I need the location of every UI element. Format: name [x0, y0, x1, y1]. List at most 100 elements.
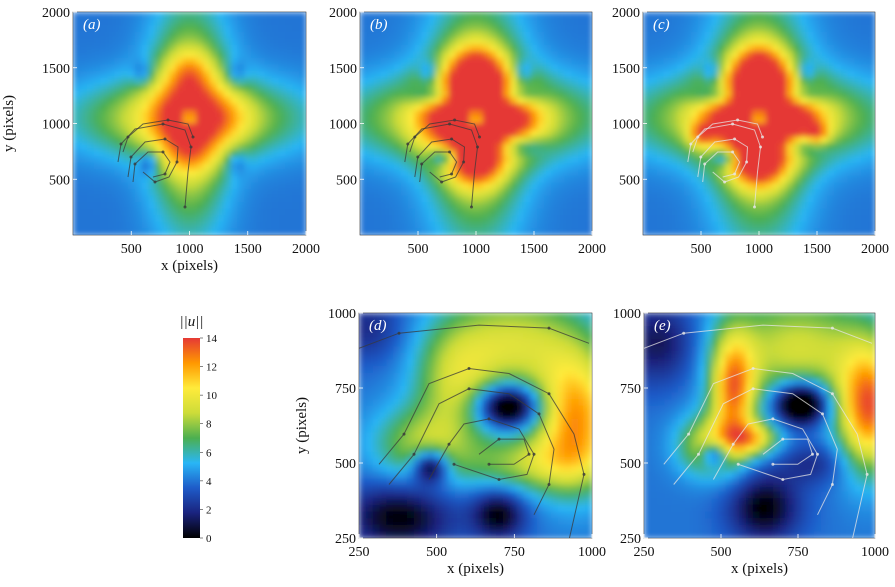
heatmap-cell: [461, 478, 470, 486]
heatmap-cell: [799, 77, 808, 85]
heatmap-cell: [503, 64, 511, 72]
heatmap-cell: [394, 162, 402, 171]
heatmap-cell: [216, 110, 225, 118]
heatmap-cell: [793, 189, 801, 197]
heatmap-cell: [366, 25, 375, 33]
heatmap-cell: [127, 221, 136, 230]
heatmap-cell: [141, 156, 149, 164]
heatmap-cell: [664, 313, 672, 321]
heatmap-cell: [489, 511, 497, 519]
heatmap-cell: [387, 182, 395, 190]
heatmap-cell: [502, 518, 511, 526]
heatmap-cell: [120, 57, 129, 66]
heatmap-cell: [162, 208, 170, 216]
heatmap-cell: [786, 97, 794, 105]
heatmap-cell: [230, 182, 239, 190]
heatmap-cell: [359, 332, 367, 341]
heatmap-cell: [537, 175, 545, 184]
heatmap-cell: [230, 116, 239, 125]
heatmap-cell: [168, 130, 177, 138]
heatmap-cell: [299, 215, 306, 223]
heatmap-cell: [718, 77, 726, 85]
heatmap-cell: [114, 110, 122, 118]
heatmap-cell: [530, 458, 538, 466]
heatmap-cell: [585, 64, 592, 72]
heatmap-cell: [537, 465, 545, 473]
y-tick-label: 2000: [42, 6, 70, 21]
heatmap-cell: [434, 451, 442, 460]
heatmap-cell: [656, 64, 665, 72]
heatmap-cell: [683, 208, 692, 216]
heatmap-cell: [806, 221, 815, 230]
heatmap-cell: [360, 123, 368, 131]
heatmap-cell: [530, 332, 538, 341]
heatmap-cell: [868, 319, 875, 327]
heatmap-cell: [182, 64, 191, 72]
heatmap-cell: [461, 518, 470, 526]
heatmap-cell: [420, 425, 429, 433]
heatmap-cell: [285, 90, 293, 98]
heatmap-cell: [503, 116, 511, 125]
heatmap-cell: [380, 64, 388, 72]
heatmap-cell: [854, 116, 862, 125]
heatmap-cell: [516, 221, 525, 230]
heatmap-cell: [854, 195, 862, 203]
heatmap-cell: [448, 418, 456, 427]
heatmap-cell: [406, 491, 415, 499]
heatmap-cell: [496, 130, 504, 138]
heatmap-cell: [516, 319, 525, 327]
heatmap-cell: [677, 156, 685, 164]
heatmap-cell: [210, 18, 218, 26]
heatmap-cell: [516, 392, 525, 400]
heatmap-cell: [724, 31, 733, 39]
heatmap-cell: [400, 130, 409, 138]
heatmap-cell: [421, 202, 429, 210]
heatmap-cell: [705, 319, 713, 327]
heatmap-cell: [461, 326, 470, 334]
heatmap-cell: [475, 478, 483, 486]
heatmap-cell: [134, 12, 143, 20]
heatmap-cell: [428, 208, 436, 216]
heatmap-cell: [448, 365, 456, 374]
heatmap-cell: [230, 110, 239, 118]
y-tick-label: 1000: [42, 118, 70, 133]
heatmap-cell: [544, 12, 552, 20]
heatmap-cell: [448, 518, 456, 526]
heatmap-cell: [649, 84, 658, 92]
heatmap-cell: [100, 110, 108, 118]
heatmap-cell: [664, 332, 672, 341]
heatmap-cell: [414, 64, 423, 72]
heatmap-cell: [400, 103, 409, 111]
heatmap-cell: [503, 149, 511, 157]
heatmap-cell: [475, 326, 483, 334]
heatmap-cell: [644, 339, 652, 347]
heatmap-cell: [413, 458, 422, 466]
heatmap-cell: [578, 71, 586, 79]
heatmap-cell: [406, 471, 415, 480]
heatmap-cell: [475, 385, 483, 394]
heatmap-cell: [516, 504, 525, 513]
heatmap-cell: [127, 44, 136, 52]
heatmap-cell: [264, 136, 273, 144]
heatmap-cell: [779, 103, 787, 111]
heatmap-cell: [571, 392, 579, 400]
heatmap-cell: [168, 103, 177, 111]
heatmap-cell: [840, 12, 849, 20]
heatmap-cell: [537, 425, 545, 433]
heatmap-cell: [731, 51, 740, 59]
heatmap-cell: [230, 195, 239, 203]
heatmap-cell: [509, 326, 518, 334]
heatmap-cell: [544, 215, 552, 223]
heatmap-cell: [406, 412, 415, 420]
heatmap-cell: [530, 379, 538, 387]
heatmap-cell: [414, 57, 423, 66]
heatmap-cell: [585, 332, 592, 341]
heatmap-cell: [435, 57, 443, 66]
heatmap-cell: [365, 339, 374, 347]
heatmap-cell: [155, 84, 163, 92]
heatmap-cell: [786, 18, 794, 26]
heatmap-cell: [210, 51, 218, 59]
heatmap-cell: [107, 189, 115, 197]
heatmap-cell: [120, 123, 129, 131]
heatmap-cell: [134, 195, 143, 203]
